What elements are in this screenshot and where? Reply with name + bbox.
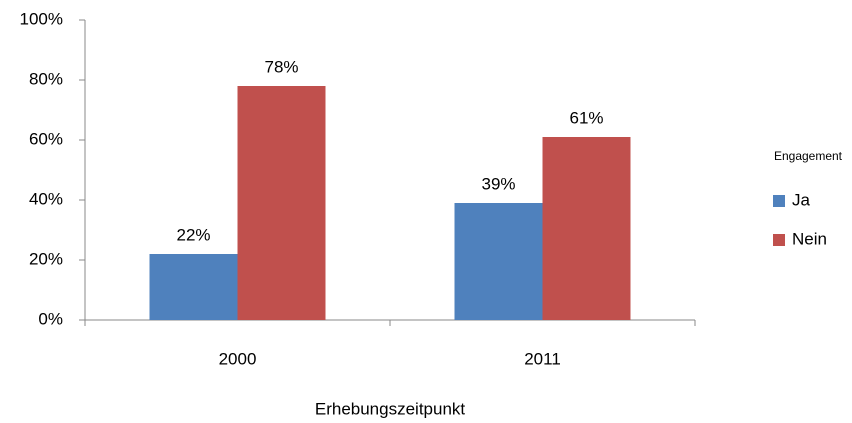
y-tick-label: 0% [38, 309, 63, 328]
bar [454, 203, 543, 320]
data-label: 78% [264, 57, 298, 76]
x-axis-title: Erhebungszeitpunkt [315, 399, 466, 418]
y-tick-label: 100% [20, 9, 63, 28]
bar [237, 86, 326, 320]
legend-label: Nein [792, 229, 827, 248]
bar [542, 137, 631, 320]
data-label: 22% [176, 225, 210, 244]
legend-swatch [773, 195, 785, 207]
legend-swatch [773, 234, 785, 246]
x-tick-label: 2000 [219, 349, 257, 368]
legend-label: Ja [792, 190, 811, 209]
y-tick-label: 20% [29, 249, 63, 268]
data-label: 39% [481, 174, 515, 193]
data-label: 61% [569, 108, 603, 127]
y-tick-label: 40% [29, 189, 63, 208]
bar [149, 254, 238, 320]
y-tick-label: 60% [29, 129, 63, 148]
legend-title: Engagement [774, 149, 843, 163]
y-tick-label: 80% [29, 69, 63, 88]
x-tick-label: 2011 [524, 349, 561, 368]
